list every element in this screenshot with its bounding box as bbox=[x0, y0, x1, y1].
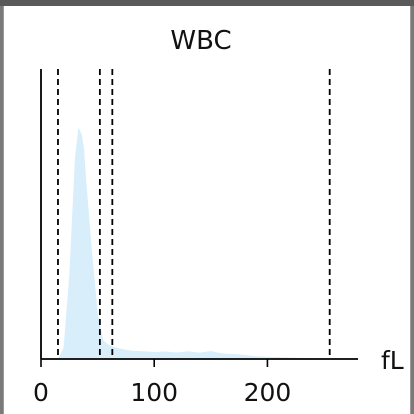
x-tick-label-100: 100 bbox=[130, 378, 178, 407]
chart-panel: WBC 0 100 200 fL bbox=[3, 6, 411, 414]
x-tick-label-200: 200 bbox=[244, 378, 292, 407]
unit-label: fL bbox=[381, 346, 404, 375]
histogram-area bbox=[57, 127, 336, 359]
x-tick-label-0: 0 bbox=[33, 378, 49, 407]
chart-title: WBC bbox=[170, 26, 231, 56]
wbc-histogram-chart: WBC 0 100 200 fL bbox=[33, 26, 404, 407]
top-bar bbox=[0, 0, 414, 6]
